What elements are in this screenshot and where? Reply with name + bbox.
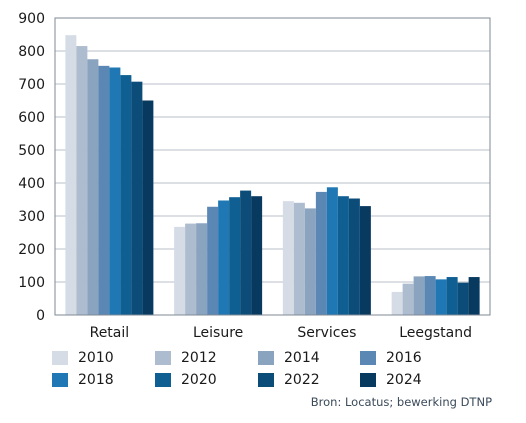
bar-retail-2018	[109, 67, 121, 315]
y-axis-ticks: 0 100 200 300 400 500 600 700 800 900	[18, 11, 45, 324]
bar-retail-2016	[98, 65, 110, 315]
bar-leegstand-2020	[446, 277, 458, 315]
legend-label: 2020	[181, 372, 217, 388]
legend-item-2018: 2018	[52, 370, 114, 390]
bar-services-2016	[315, 191, 327, 315]
legend-item-2020: 2020	[155, 370, 217, 390]
bar-services-2012	[293, 202, 305, 315]
y-tick-label: 400	[18, 176, 45, 192]
bar-retail-2022	[131, 81, 143, 315]
bar-chart: 0 100 200 300 400 500 600 700 800 900 Retail Leisu…	[18, 11, 491, 341]
bar-services-2020	[337, 196, 349, 315]
legend-swatch	[155, 373, 171, 387]
bar-leegstand-2018	[435, 279, 447, 315]
bar-services-2022	[348, 198, 360, 315]
bar-services-2010	[282, 201, 294, 315]
legend-item-2022: 2022	[258, 370, 320, 390]
bar-retail-2024	[142, 100, 154, 315]
bar-retail-2012	[76, 46, 88, 316]
y-tick-label: 0	[36, 308, 45, 324]
legend-label: 2010	[78, 350, 114, 366]
bar-leisure-2016	[207, 206, 219, 315]
bar-leisure-2024	[251, 196, 263, 315]
legend-label: 2012	[181, 350, 217, 366]
legend-swatch	[52, 351, 68, 365]
y-tick-label: 500	[18, 143, 45, 159]
plot-frame	[54, 17, 491, 316]
y-tick-label: 700	[18, 77, 45, 93]
bar-retail-2014	[87, 59, 99, 315]
bars	[65, 35, 480, 316]
legend-label: 2014	[284, 350, 320, 366]
source-note: Bron: Locatus; bewerking DTNP	[310, 395, 492, 409]
bar-leegstand-2012	[402, 283, 414, 315]
bar-retail-2010	[65, 35, 77, 315]
legend-swatch	[360, 373, 376, 387]
bar-services-2014	[304, 208, 316, 315]
bar-leegstand-2010	[391, 291, 403, 315]
legend-swatch	[52, 373, 68, 387]
y-tick-label: 100	[18, 275, 45, 291]
legend-label: 2022	[284, 372, 320, 388]
bar-leisure-2014	[196, 223, 208, 315]
bar-leegstand-2016	[424, 276, 436, 315]
legend-item-2010: 2010	[52, 348, 114, 368]
legend-label: 2024	[386, 372, 422, 388]
x-category-label: Retail	[90, 325, 130, 341]
x-category-label: Services	[297, 325, 356, 341]
bar-leegstand-2024	[468, 277, 480, 315]
bar-leisure-2018	[218, 200, 230, 315]
y-tick-label: 300	[18, 209, 45, 225]
x-axis-labels: Retail Leisure Services Leegstand	[90, 325, 472, 341]
bar-leisure-2022	[240, 190, 252, 315]
bar-leegstand-2014	[413, 276, 425, 315]
legend-item-2014: 2014	[258, 348, 320, 368]
bar-leisure-2020	[229, 197, 241, 315]
y-tick-label: 800	[18, 44, 45, 60]
bar-leegstand-2022	[457, 282, 469, 315]
legend-swatch	[155, 351, 171, 365]
legend-item-2016: 2016	[360, 348, 422, 368]
bar-leisure-2012	[185, 223, 197, 315]
legend: 2010 2012 2014 2016 2018 2020 2022 2024	[52, 348, 452, 392]
bar-services-2018	[326, 187, 338, 315]
bar-services-2024	[359, 206, 371, 315]
bar-leisure-2010	[174, 226, 186, 315]
legend-swatch	[258, 351, 274, 365]
y-tick-label: 200	[18, 242, 45, 258]
legend-swatch	[360, 351, 376, 365]
y-tick-label: 600	[18, 110, 45, 126]
x-category-label: Leegstand	[399, 325, 472, 341]
legend-item-2024: 2024	[360, 370, 422, 390]
legend-label: 2016	[386, 350, 422, 366]
y-tick-label: 900	[18, 11, 45, 27]
x-category-label: Leisure	[193, 325, 243, 341]
legend-label: 2018	[78, 372, 114, 388]
legend-swatch	[258, 373, 274, 387]
bar-retail-2020	[120, 75, 132, 315]
legend-item-2012: 2012	[155, 348, 217, 368]
